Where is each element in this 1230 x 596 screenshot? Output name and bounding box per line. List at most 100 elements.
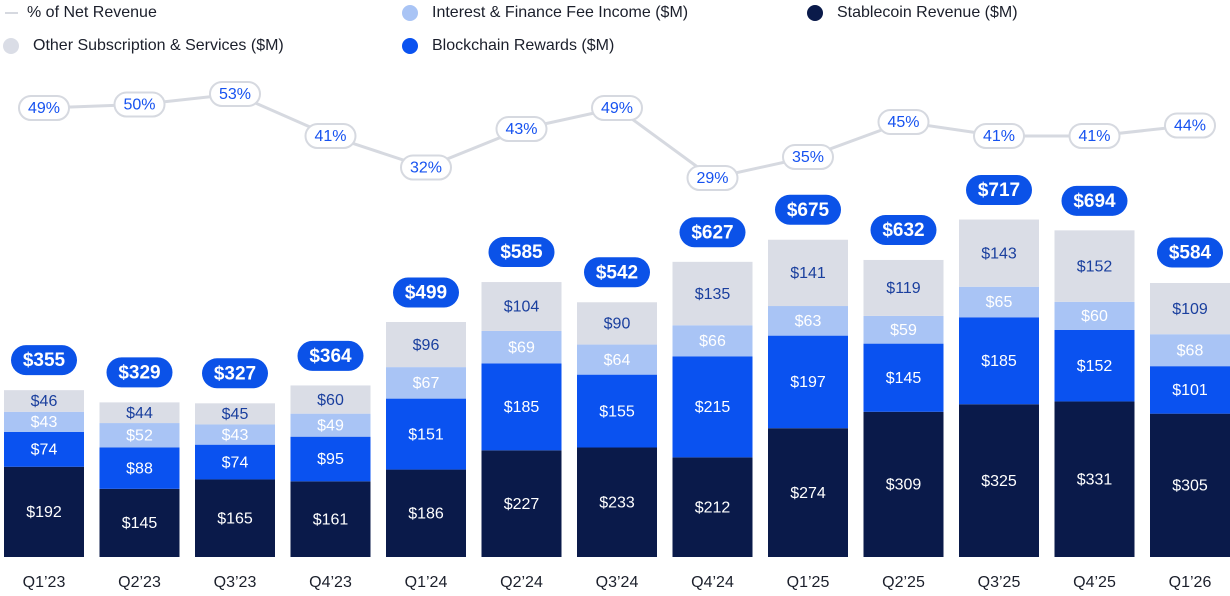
total-pill xyxy=(488,237,555,268)
total-label: $627 xyxy=(691,222,733,243)
x-tick-label: Q4’23 xyxy=(309,574,352,591)
bar-segment xyxy=(481,363,562,451)
bar-segment xyxy=(768,306,848,336)
segment-label: $119 xyxy=(886,280,921,297)
x-tick-label: Q1’25 xyxy=(787,574,830,591)
point-label: 32% xyxy=(410,160,442,177)
bar-segment xyxy=(4,466,84,557)
bar-segment xyxy=(290,413,371,437)
bar-segment xyxy=(863,343,944,412)
segment-label: $215 xyxy=(695,399,731,416)
bar-segment xyxy=(99,447,180,489)
bar-segment xyxy=(1054,301,1135,330)
point-label: 29% xyxy=(696,170,728,187)
point-label: 53% xyxy=(219,86,251,103)
segment-label: $212 xyxy=(695,499,731,516)
total-label: $542 xyxy=(596,262,638,283)
segment-label: $165 xyxy=(217,510,253,527)
x-tick-label: Q2’25 xyxy=(882,574,925,591)
legend-label: Stablecoin Revenue ($M) xyxy=(837,4,1018,21)
bar-segment xyxy=(386,322,466,368)
segment-label: $69 xyxy=(508,339,535,356)
bar-segment xyxy=(1054,329,1135,402)
bar-segment xyxy=(672,356,753,458)
segment-label: $305 xyxy=(1172,478,1208,495)
bar-segment xyxy=(290,481,371,557)
segment-label: $185 xyxy=(504,399,540,416)
point-label: 41% xyxy=(1078,128,1110,145)
legend-swatch xyxy=(807,5,823,21)
total-pill xyxy=(202,358,268,389)
segment-label: $90 xyxy=(604,316,631,333)
legend-swatch xyxy=(3,38,19,54)
point-label: 35% xyxy=(792,149,824,166)
segment-label: $46 xyxy=(31,393,58,410)
segment-label: $143 xyxy=(981,245,1017,262)
bar-segment xyxy=(1054,401,1135,557)
point-label: 41% xyxy=(314,128,346,145)
bar-segment xyxy=(1150,366,1230,414)
bar-segment xyxy=(577,374,657,448)
x-tick-label: Q4’25 xyxy=(1073,574,1116,591)
bar-segment xyxy=(959,404,1039,557)
point-pill xyxy=(1068,123,1121,149)
legend-label: Interest & Finance Fee Income ($M) xyxy=(432,4,688,21)
segment-label: $59 xyxy=(890,322,917,339)
x-tick-label: Q3’25 xyxy=(978,574,1021,591)
segment-label: $161 xyxy=(313,511,349,528)
segment-label: $65 xyxy=(986,294,1013,311)
point-pill xyxy=(1164,112,1216,139)
bar-segment xyxy=(1150,413,1230,557)
total-pill xyxy=(966,175,1032,206)
segment-label: $43 xyxy=(31,414,58,431)
point-pill xyxy=(782,144,834,170)
point-pill xyxy=(686,165,739,191)
segment-label: $233 xyxy=(599,494,635,511)
total-label: $499 xyxy=(405,282,447,303)
point-label: 49% xyxy=(28,100,60,117)
bar-segment xyxy=(768,239,848,307)
bar-segment xyxy=(481,282,562,331)
bar-segment xyxy=(1054,230,1135,302)
segment-label: $145 xyxy=(886,370,922,387)
segment-label: $274 xyxy=(790,485,826,502)
bar-segment xyxy=(195,444,275,480)
total-pill xyxy=(106,357,173,388)
bar-segment xyxy=(99,423,180,448)
x-tick-label: Q3’23 xyxy=(214,574,257,591)
total-label: $694 xyxy=(1073,191,1116,212)
segment-label: $155 xyxy=(599,403,635,420)
point-pill xyxy=(591,95,643,121)
x-tick-label: Q2’24 xyxy=(500,574,543,591)
total-pill xyxy=(679,217,746,248)
bar-segment xyxy=(672,457,753,557)
segment-label: $74 xyxy=(222,454,249,471)
bar-segment xyxy=(386,469,466,557)
total-label: $585 xyxy=(500,242,543,263)
segment-label: $141 xyxy=(790,265,826,282)
bar-segment xyxy=(863,259,944,316)
segment-label: $52 xyxy=(126,427,153,444)
total-pill xyxy=(393,277,459,308)
segment-label: $151 xyxy=(408,426,444,443)
segment-label: $309 xyxy=(886,477,922,494)
bar-segment xyxy=(99,402,180,424)
bar-segment xyxy=(959,286,1039,318)
bar-segment xyxy=(4,411,84,432)
bar-segment xyxy=(99,488,180,557)
point-pill xyxy=(973,123,1025,149)
total-pill xyxy=(870,214,937,245)
bar-segment xyxy=(672,325,753,357)
segment-label: $95 xyxy=(317,451,344,468)
segment-label: $145 xyxy=(122,515,158,532)
point-pill xyxy=(18,95,70,121)
bar-segment xyxy=(863,315,944,344)
bar-segment xyxy=(195,479,275,557)
point-label: 41% xyxy=(983,128,1015,145)
total-label: $632 xyxy=(882,220,924,241)
segment-label: $68 xyxy=(1177,342,1204,359)
bar-segment xyxy=(959,219,1039,287)
bar-segment xyxy=(481,450,562,557)
legend-swatch xyxy=(402,5,418,21)
